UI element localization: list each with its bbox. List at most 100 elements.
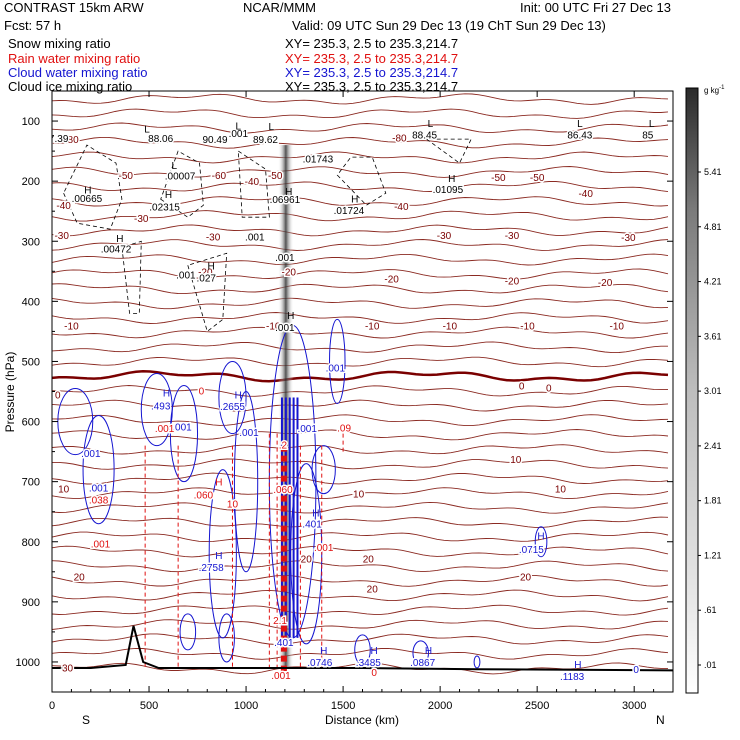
high-marker: H (235, 391, 242, 402)
isotherm-label: -10 (609, 321, 624, 332)
isotherm-label: 20 (520, 573, 532, 584)
cloud-water-label: .401 (274, 638, 294, 649)
y-tick-label: 400 (22, 296, 40, 308)
terrain-line (52, 625, 673, 672)
isotherm-label: 10 (510, 455, 522, 466)
legend-snow-xy: XY= 235.3, 2.5 to 235.3,214.7 (285, 36, 459, 51)
cloud-ice-contour (237, 150, 270, 218)
snow-ice-label: 86.43 (567, 130, 592, 141)
high-marker: H (208, 261, 215, 272)
colorbar-scale (685, 87, 699, 694)
north-label: N (656, 713, 665, 727)
high-marker: H (163, 389, 170, 400)
valid-time: Valid: 09 UTC Sun 29 Dec 13 (19 ChT Sun … (292, 18, 606, 33)
isotherm-label: -20 (505, 276, 520, 287)
snow-ice-label: .001 (245, 232, 265, 243)
y-tick-label: 500 (22, 356, 40, 368)
isotherm-label: 30 (62, 663, 74, 674)
isotherm-label: -10 (443, 321, 458, 332)
isotherm-label: -20 (384, 275, 399, 286)
snow-ice-label: 87.39 (43, 134, 68, 145)
cloud-water-label: .0867 (410, 658, 435, 669)
y-tick-label: 100 (22, 116, 40, 128)
high-marker: H (312, 508, 319, 519)
snow-ice-label: .02315 (149, 202, 180, 213)
cloud-ice-contour (63, 144, 123, 230)
isotherm-line (52, 268, 669, 280)
cloud-water-label: .001 (239, 428, 259, 439)
snow-ice-label: .001 (176, 270, 196, 281)
x-tick-label: 3000 (622, 700, 646, 712)
isotherm-label: -30 (437, 231, 452, 242)
isotherm-line (52, 501, 669, 514)
high-marker: H (448, 174, 455, 185)
isotherm-line (52, 356, 669, 368)
isotherm-line (52, 239, 669, 251)
rain-water-label: .001 (271, 671, 291, 682)
isotherm-label: -30 (621, 233, 636, 244)
isotherm-label: 10 (58, 484, 70, 495)
high-marker: H (351, 195, 358, 206)
x-tick-label: 2000 (428, 700, 452, 712)
cloud-water-contour (473, 655, 481, 669)
colorbar-tick-label: 4.21 (704, 277, 722, 287)
cloud-water-label: .001 (326, 363, 346, 374)
rain-water-label: .060 (273, 485, 293, 496)
high-marker: H (371, 646, 378, 657)
high-marker: H (537, 532, 544, 543)
x-tick-label: 500 (140, 700, 158, 712)
isotherm-label: -10 (520, 321, 535, 332)
snow-ice-label: 85 (642, 130, 654, 141)
cloud-ice-contour (336, 156, 387, 206)
cloud-water-contour (179, 613, 197, 651)
colorbar-tick-label: 2.41 (704, 441, 722, 451)
isotherm-line (52, 253, 669, 266)
y-tick-label: 300 (22, 236, 40, 248)
cloud-water-label: .2758 (199, 563, 224, 574)
rain-water-label: 0 (371, 668, 377, 679)
isotherm-line (52, 341, 668, 354)
isotherm-label: -40 (394, 202, 409, 213)
isotherm-label: -50 (530, 173, 545, 184)
isotherm-line (52, 633, 669, 645)
isotherm-label: -10 (266, 321, 281, 332)
isotherm-label: -80 (392, 133, 407, 144)
y-axis-title: Pressure (hPa) (3, 352, 17, 433)
cloud-water-label: .001 (81, 449, 101, 460)
isotherm-label: 10 (555, 484, 567, 495)
snow-ice-label: 90.49 (202, 135, 227, 146)
isotherm-line (52, 283, 669, 295)
cloud-water-contour (311, 445, 336, 495)
isotherm-line (52, 108, 669, 119)
legend-snow-label: Snow mixing ratio (8, 36, 111, 51)
isotherm-line (52, 589, 669, 602)
snow-ice-label: .01743 (303, 154, 334, 165)
isotherm-line (52, 136, 669, 149)
isotherm-label: -40 (56, 201, 71, 212)
cloud-water-contour (233, 391, 259, 573)
snow-ice-label: .001 (275, 253, 295, 264)
isotherm-label: -30 (505, 231, 520, 242)
isotherm-label: -40 (578, 189, 593, 200)
legend-rain-xy: XY= 235.3, 2.5 to 235.3,214.7 (285, 51, 459, 66)
cloud-ice-contour (187, 252, 228, 333)
south-label: S (82, 713, 90, 727)
high-marker: H (574, 660, 581, 671)
isotherm-line (52, 181, 669, 193)
isotherm-line (52, 166, 669, 178)
cloud-water-label: .1183 (560, 672, 585, 683)
rain-water-label: .038 (89, 496, 109, 507)
model-title: CONTRAST 15km ARW (4, 0, 144, 15)
isotherm-line (52, 385, 669, 397)
x-tick-label: 1000 (234, 700, 258, 712)
colorbar-tick-label: 3.61 (704, 331, 722, 341)
low-marker: L (236, 121, 242, 132)
isotherm-line (52, 122, 669, 134)
isotherm-label: 20 (301, 555, 313, 566)
x-tick-label: 2500 (525, 700, 549, 712)
snow-ice-label: 88.06 (148, 134, 173, 145)
rain-water-label: 2.1 (273, 616, 287, 627)
isotherm-line (52, 399, 669, 412)
cloud-water-label: .2655 (220, 402, 245, 413)
high-marker: H (320, 646, 327, 657)
